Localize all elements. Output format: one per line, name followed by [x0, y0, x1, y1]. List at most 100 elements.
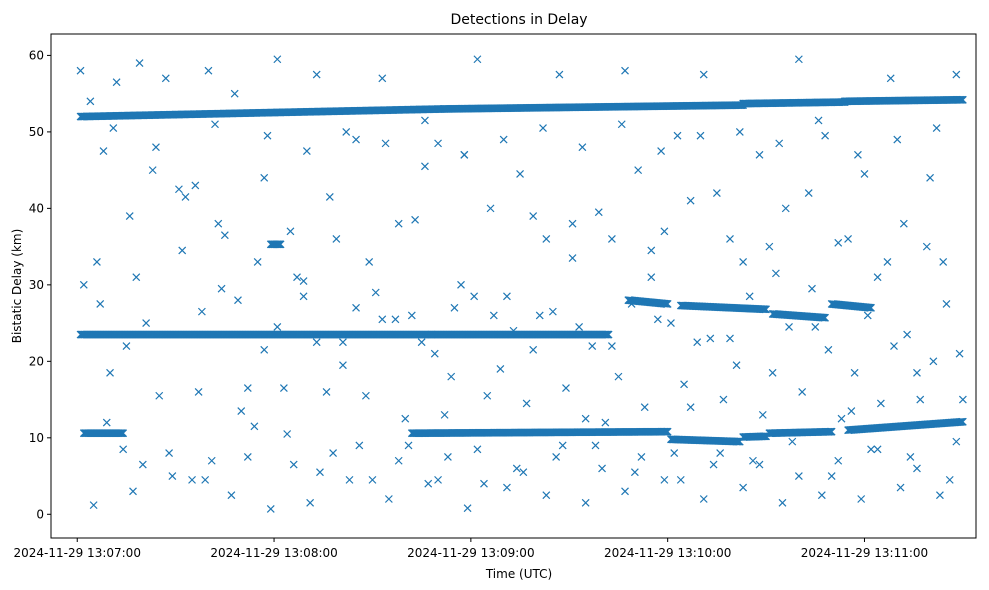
data-point	[260, 345, 269, 354]
data-point	[896, 483, 905, 492]
data-point	[302, 147, 311, 155]
data-point	[138, 460, 147, 469]
data-point	[785, 322, 793, 331]
data-point	[378, 74, 387, 83]
data-point	[693, 338, 702, 347]
data-point	[903, 330, 912, 339]
x-tick-label: 2024-11-29 13:07:00	[14, 546, 141, 560]
data-point	[811, 322, 820, 331]
data-point	[434, 139, 442, 148]
data-point	[604, 330, 613, 339]
data-point	[168, 472, 177, 480]
data-point	[407, 311, 416, 320]
data-point	[519, 468, 528, 477]
data-point	[486, 204, 495, 213]
data-point	[394, 456, 403, 465]
data-point	[844, 235, 852, 243]
y-tick-label: 40	[29, 201, 44, 215]
data-point	[926, 173, 935, 182]
data-point	[758, 410, 767, 419]
data-point	[568, 254, 577, 263]
data-point	[135, 59, 144, 67]
data-point	[755, 460, 764, 469]
data-point	[873, 445, 882, 454]
data-point	[558, 441, 567, 450]
data-point	[342, 127, 351, 136]
data-point	[450, 303, 459, 312]
data-point	[778, 498, 787, 507]
data-point	[76, 66, 85, 75]
data-point	[699, 495, 708, 503]
data-point	[263, 131, 272, 140]
data-point	[99, 147, 108, 155]
data-point	[781, 204, 790, 213]
plot-frame	[50, 33, 977, 539]
data-point	[96, 300, 105, 308]
data-point	[634, 166, 643, 175]
data-point	[460, 150, 469, 159]
data-point	[401, 414, 410, 423]
data-point	[735, 127, 744, 136]
data-point	[325, 192, 334, 201]
y-tick-label: 20	[29, 354, 44, 368]
data-point	[332, 235, 341, 243]
data-point	[676, 475, 685, 484]
data-point	[699, 70, 708, 79]
data-point	[181, 192, 190, 201]
data-point	[817, 491, 826, 500]
data-point	[712, 189, 721, 198]
data-point	[503, 292, 511, 301]
data-point	[473, 55, 482, 64]
data-point	[821, 131, 830, 140]
data-point	[673, 131, 682, 140]
data-point	[680, 380, 688, 389]
data-point	[368, 475, 377, 484]
data-point	[512, 464, 521, 473]
data-point	[745, 292, 754, 301]
data-point	[279, 384, 288, 393]
data-point	[473, 445, 482, 454]
data-point	[804, 189, 813, 198]
data-point	[503, 483, 511, 492]
data-point	[739, 483, 748, 492]
data-point	[161, 74, 170, 83]
data-point	[575, 322, 584, 331]
data-point	[945, 475, 954, 484]
data-point	[440, 410, 449, 419]
data-point	[509, 326, 518, 335]
y-tick-label: 0	[36, 507, 44, 521]
data-point	[365, 257, 374, 266]
data-point	[204, 66, 213, 75]
data-point	[660, 227, 669, 236]
data-point	[273, 55, 282, 64]
data-point	[352, 303, 360, 312]
data-point	[273, 322, 282, 331]
data-point	[266, 505, 275, 513]
data-point	[663, 427, 672, 436]
data-point	[119, 429, 128, 438]
data-point	[827, 427, 836, 436]
data-point	[775, 139, 784, 148]
data-point	[470, 292, 479, 301]
data-point	[663, 300, 672, 308]
x-tick-label: 2024-11-29 13:11:00	[801, 546, 928, 560]
data-point	[719, 395, 728, 404]
data-point	[227, 491, 236, 500]
data-point	[522, 399, 531, 408]
data-point	[499, 135, 508, 144]
data-point	[122, 342, 131, 350]
data-point	[952, 70, 961, 79]
data-point	[79, 280, 88, 289]
data-point	[581, 414, 590, 423]
data-point	[958, 395, 967, 404]
data-point	[142, 319, 151, 328]
data-point	[588, 342, 597, 350]
data-point	[640, 403, 649, 412]
data-point	[794, 55, 803, 64]
data-point	[716, 449, 725, 458]
data-point	[667, 319, 675, 328]
data-point	[709, 460, 718, 469]
data-point	[92, 257, 101, 266]
data-point	[194, 387, 203, 396]
data-point	[299, 292, 308, 301]
